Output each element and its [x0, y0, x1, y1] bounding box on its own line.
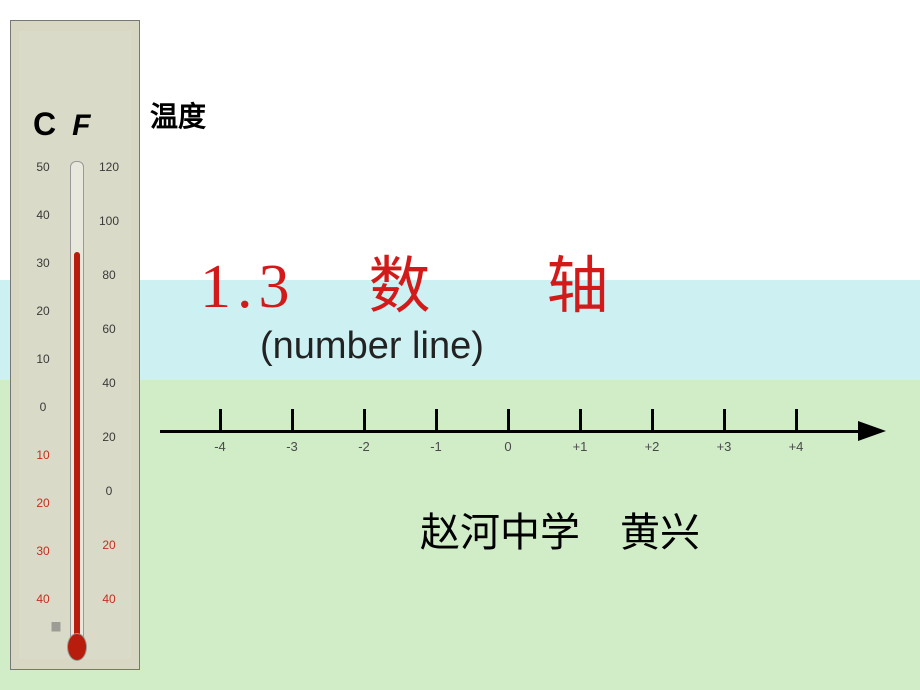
thermometer-scales: 5040302010010203040 1201008060402002040: [25, 161, 127, 616]
celsius-tick: 40: [25, 209, 61, 221]
celsius-tick: 0: [25, 401, 61, 413]
number-line-tick: [435, 409, 438, 431]
celsius-tick: 10: [25, 449, 61, 461]
number-line-tick: [507, 409, 510, 431]
cf-labels: CF: [33, 106, 92, 143]
fahrenheit-label: F: [72, 109, 92, 142]
temperature-label: 温度: [150, 95, 206, 135]
number-line-axis: [160, 430, 860, 433]
number-line-label: 0: [504, 439, 511, 454]
number-line-label: +1: [573, 439, 588, 454]
number-line-tick: [795, 409, 798, 431]
number-line-tick: [723, 409, 726, 431]
fahrenheit-tick: 20: [91, 539, 127, 551]
thermometer-bulb: [67, 633, 87, 661]
celsius-tick: 10: [25, 353, 61, 365]
credit-name: 黄兴: [620, 510, 700, 555]
fahrenheit-tick: 60: [91, 323, 127, 335]
celsius-tick: 20: [25, 305, 61, 317]
number-line-label: +4: [789, 439, 804, 454]
fahrenheit-tick: 40: [91, 377, 127, 389]
celsius-tick: 30: [25, 257, 61, 269]
fahrenheit-tick: 80: [91, 269, 127, 281]
number-line-tick: [219, 409, 222, 431]
fahrenheit-tick: 100: [91, 215, 127, 227]
celsius-scale: 50 40 30 20 10 0 10 20 30 40: [25, 161, 61, 616]
number-line-tick: [363, 409, 366, 431]
title-number: 1.3: [200, 253, 296, 321]
fahrenheit-scale: 120 100 80 60 40 20 0 20 40: [91, 161, 127, 616]
celsius-label: C: [33, 106, 58, 142]
number-line-arrow-icon: [858, 421, 886, 441]
credit-school: 赵河中学: [420, 510, 580, 555]
celsius-tick: 50: [25, 161, 61, 173]
title-cn-1: 数: [369, 253, 437, 321]
thermometer: CF 5040302010010203040 12010080604020020…: [10, 20, 140, 670]
fahrenheit-tick: 0: [91, 485, 127, 497]
number-line-label: -4: [214, 439, 226, 454]
number-line-label: -3: [286, 439, 298, 454]
number-line-label: +2: [645, 439, 660, 454]
number-line-tick: [579, 409, 582, 431]
fahrenheit-tick: 120: [91, 161, 127, 173]
celsius-tick: 20: [25, 497, 61, 509]
number-line-tick: [291, 409, 294, 431]
slide-subtitle: (number line): [260, 325, 484, 368]
number-line-label: -1: [430, 439, 442, 454]
celsius-tick: 40: [25, 593, 61, 605]
fahrenheit-tick: 20: [91, 431, 127, 443]
credit-line: 赵河中学黄兴: [420, 500, 700, 558]
number-line: -4 -3 -2 -1 0 +1 +2 +3 +4: [160, 395, 900, 465]
number-line-tick: [651, 409, 654, 431]
slide-title: 1.3 数 轴: [200, 235, 615, 325]
title-cn-2: 轴: [547, 253, 615, 321]
number-line-label: +3: [717, 439, 732, 454]
fahrenheit-tick: 40: [91, 593, 127, 605]
hatch-marks: |||||||||: [51, 621, 101, 632]
number-line-label: -2: [358, 439, 370, 454]
celsius-tick: 30: [25, 545, 61, 557]
